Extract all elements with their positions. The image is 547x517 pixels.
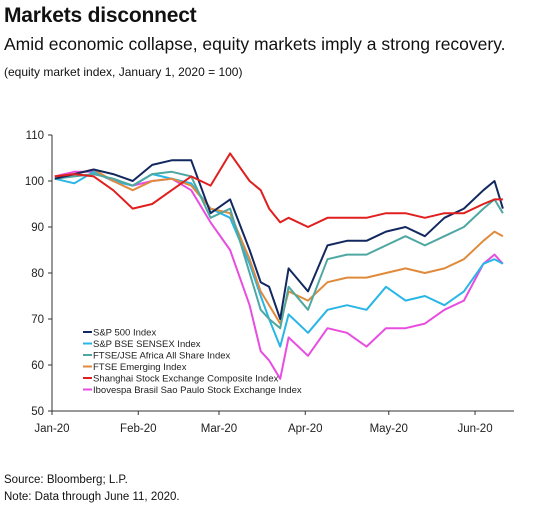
chart-subtitle: Amid economic collapse, equity markets i… [4, 34, 506, 54]
x-tick-label: Jan-20 [34, 423, 69, 435]
legend-label: Shanghai Stock Exchange Composite Index [93, 374, 279, 385]
legend-label: S&P BSE SENSEX Index [93, 339, 201, 350]
y-tick-label: 90 [31, 222, 44, 234]
series-line-5 [54, 152, 503, 228]
source-note: Source: Bloomberg; L.P. [4, 474, 128, 486]
legend-label: S&P 500 Index [93, 328, 156, 339]
y-tick-label: 60 [31, 360, 44, 372]
chart-units-note: (equity market index, January 1, 2020 = … [4, 65, 243, 79]
legend-label: FTSE/JSE Africa All Share Index [93, 351, 231, 362]
y-tick-label: 110 [26, 130, 44, 142]
y-tick-label: 80 [31, 268, 44, 280]
legend-label: FTSE Emerging Index [93, 362, 187, 373]
series-line-6 [54, 170, 504, 380]
x-tick-label: Feb-20 [120, 423, 156, 435]
x-tick-label: Jun-20 [457, 423, 492, 435]
x-tick-label: May-20 [370, 423, 408, 435]
y-tick-label: 50 [31, 406, 44, 418]
series-line-1 [54, 159, 504, 320]
y-tick-label: 70 [31, 314, 44, 326]
x-tick-label: Apr-20 [288, 423, 323, 435]
legend-label: Ibovespa Brasil Sao Paulo Stock Exchange… [93, 385, 302, 396]
x-tick-label: Mar-20 [201, 423, 237, 435]
chart-title: Markets disconnect [4, 4, 197, 27]
y-tick-label: 100 [25, 176, 44, 188]
data-note: Note: Data through June 11, 2020. [4, 491, 180, 503]
series-line-3 [54, 170, 504, 330]
line-chart: 50 60 70 80 90 100 110 Jan-20 Feb-20 Mar-20 Apr-20… [25, 130, 514, 435]
